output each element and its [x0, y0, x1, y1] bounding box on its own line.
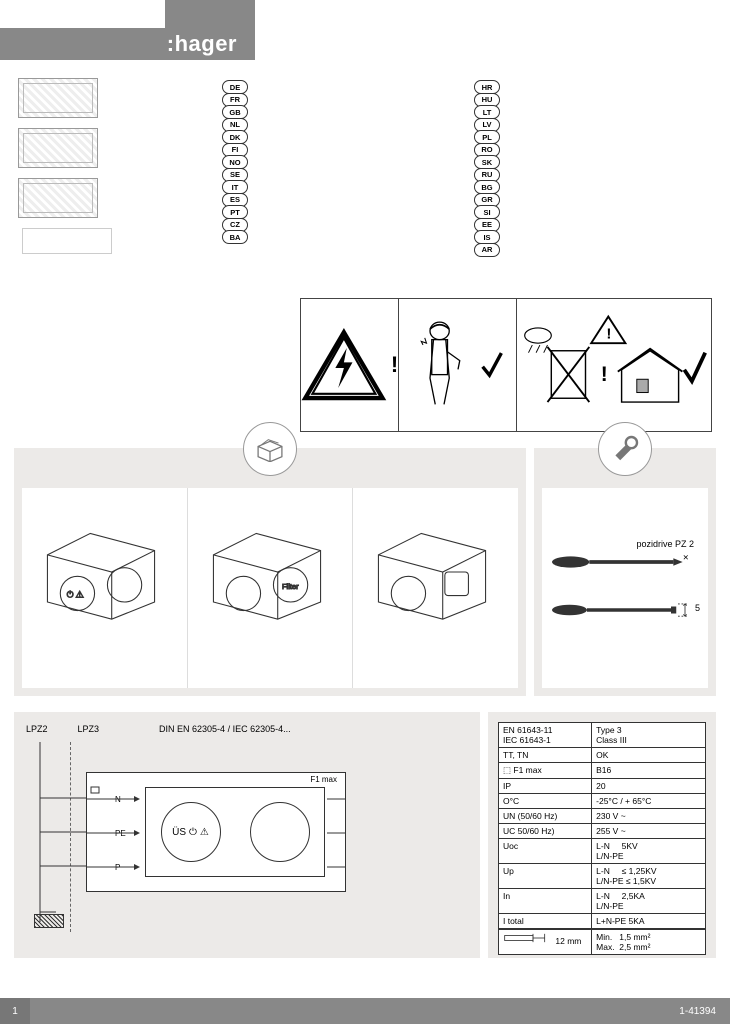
electrician-icon	[409, 315, 479, 415]
wire-gauge: Min. 1,5 mm² Max. 2,5 mm²	[592, 930, 706, 955]
svg-text:⏻ ⚠: ⏻ ⚠	[67, 590, 85, 600]
header-tab	[165, 0, 255, 30]
product-thumb-2	[18, 128, 98, 168]
lang-de: DE	[222, 80, 248, 94]
page-footer: 1 1-41394	[0, 998, 730, 1024]
svg-text:Filter: Filter	[282, 582, 299, 591]
pozidrive-label: pozidrive PZ 2	[636, 539, 694, 549]
doc-number: 1-41394	[679, 1006, 716, 1017]
screwdriver-pozidrive: pozidrive PZ 2 ✕	[552, 553, 698, 575]
screwdriver-flat: 5	[552, 601, 698, 623]
box-icon	[243, 422, 297, 476]
brand-logo: :hager	[167, 31, 237, 57]
tools-panel: pozidrive PZ 2 ✕ 5	[534, 448, 716, 696]
lang-gb: GB	[222, 105, 248, 119]
wiring-diagram-panel: LPZ2 LPZ3 DIN EN 62305-4 / IEC 62305-4..…	[14, 712, 480, 958]
header-band: :hager	[0, 28, 255, 60]
safety-shock-warning: !	[301, 299, 399, 431]
checkmark-icon	[479, 348, 505, 382]
page-number: 1	[0, 998, 30, 1024]
terminal-pe: PE	[115, 829, 126, 838]
language-column-2: HRHULTLVPLROSKRUBGGRSIEEISAR	[474, 80, 504, 255]
box-contents-panel: ⏻ ⚠ Filter	[14, 448, 526, 696]
bottom-row: LPZ2 LPZ3 DIN EN 62305-4 / IEC 62305-4..…	[14, 712, 716, 958]
zone-lpz3: LPZ3	[78, 724, 100, 734]
product-thumbnails	[18, 78, 118, 228]
socket-indicator	[250, 802, 310, 862]
contents-tools-row: ⏻ ⚠ Filter	[14, 448, 716, 696]
model-label-box	[22, 228, 112, 254]
shock-hazard-icon	[301, 328, 387, 402]
safety-electrician	[399, 299, 517, 431]
safety-location: ! !	[517, 299, 711, 431]
wiring-diagram: F1 max ÜS ⏻ ⚠ N PE P	[26, 742, 468, 932]
lang-dk: DK	[222, 130, 248, 144]
spec-panel: EN 61643-11 IEC 61643-1Type 3 Class IIIT…	[488, 712, 716, 958]
lang-pt: PT	[222, 205, 248, 219]
terminal-p: P	[115, 863, 120, 872]
diagram-standard: DIN EN 62305-4 / IEC 62305-4...	[159, 724, 291, 734]
surge-indicator: ÜS ⏻ ⚠	[161, 802, 221, 862]
tool-icon	[598, 422, 652, 476]
fuse-label: F1 max	[310, 775, 337, 784]
strip-length: 12 mm	[555, 936, 581, 946]
zone-lpz2: LPZ2	[26, 724, 48, 734]
lang-no: NO	[222, 155, 248, 169]
indoor-outdoor-icon: ! !	[519, 310, 709, 420]
lang-si: SI	[474, 205, 500, 219]
language-column-1: DEFRGBNLDKFINOSEITESPTCZBA	[222, 80, 252, 243]
device-outline: F1 max ÜS ⏻ ⚠ N PE P	[86, 772, 346, 892]
module-box: ÜS ⏻ ⚠	[145, 787, 325, 877]
variant-3	[353, 488, 518, 688]
variant-2: Filter	[188, 488, 354, 688]
product-thumb-1	[18, 78, 98, 118]
svg-text:✕: ✕	[683, 553, 689, 562]
lang-ar: AR	[474, 243, 500, 257]
lang-is: IS	[474, 230, 500, 244]
product-thumb-3	[18, 178, 98, 218]
spec-table: EN 61643-11 IEC 61643-1Type 3 Class IIIT…	[498, 722, 706, 929]
svg-text:!: !	[606, 325, 611, 342]
lang-pl: PL	[474, 130, 500, 144]
flat-size-label: 5	[695, 603, 700, 613]
lang-bg: BG	[474, 180, 500, 194]
exclamation-icon: !	[391, 352, 398, 378]
ground-symbol	[34, 914, 64, 928]
terminal-n: N	[115, 795, 121, 804]
safety-warning-box: ! ! !	[300, 298, 712, 432]
lang-ba: BA	[222, 230, 248, 244]
lang-hr: HR	[474, 80, 500, 94]
lang-lt: LT	[474, 105, 500, 119]
lang-sk: SK	[474, 155, 500, 169]
svg-text:!: !	[601, 363, 608, 386]
lang-it: IT	[222, 180, 248, 194]
variant-1: ⏻ ⚠	[22, 488, 188, 688]
